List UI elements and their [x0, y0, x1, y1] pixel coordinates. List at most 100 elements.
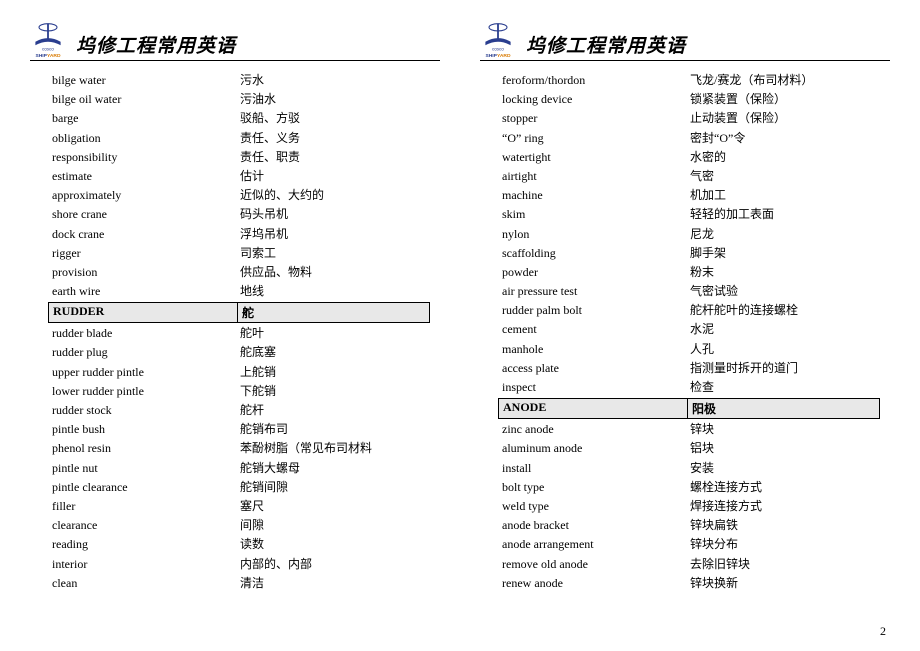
svg-text:SHIPYARD: SHIPYARD [485, 53, 511, 58]
term-cn: 安装 [686, 459, 880, 478]
term-cn: 锌块 [686, 420, 880, 439]
term-en: weld type [498, 497, 686, 516]
term-cn: 锌块扁铁 [686, 516, 880, 535]
table-row: anode arrangement锌块分布 [498, 535, 880, 554]
term-cn: 供应品、物料 [236, 263, 430, 282]
term-en: rudder plug [48, 343, 236, 362]
left-rows1: bilge water污水bilge oil water污油水barge驳船、方… [48, 71, 430, 301]
term-cn: 污水 [236, 71, 430, 90]
table-row: earth wire地线 [48, 282, 430, 301]
table-row: estimate估计 [48, 167, 430, 186]
term-en: obligation [48, 129, 236, 148]
table-row: locking device锁紧装置（保险） [498, 90, 880, 109]
right-title: 坞修工程常用英语 [526, 31, 686, 58]
section-cn: 舵 [238, 303, 429, 322]
table-row: feroform/thordon飞龙/赛龙（布司材料） [498, 71, 880, 90]
term-cn: 读数 [236, 535, 430, 554]
left-header: cosco SHIPYARD 坞修工程常用英语 [30, 20, 440, 61]
term-en: install [498, 459, 686, 478]
term-cn: 责任、职责 [236, 148, 430, 167]
term-cn: 气密 [686, 167, 880, 186]
table-row: pintle bush舵销布司 [48, 420, 430, 439]
table-row: lower rudder pintle下舵销 [48, 382, 430, 401]
table-row: “O” ring密封“O”令 [498, 129, 880, 148]
table-row: remove old anode去除旧锌块 [498, 555, 880, 574]
page-container: cosco SHIPYARD 坞修工程常用英语 bilge water污水bil… [0, 0, 920, 603]
term-cn: 止动装置（保险） [686, 109, 880, 128]
table-row: access plate指测量时拆开的道门 [498, 359, 880, 378]
table-row: bolt type螺栓连接方式 [498, 478, 880, 497]
term-en: skim [498, 205, 686, 224]
term-en: stopper [498, 109, 686, 128]
table-row: cement水泥 [498, 320, 880, 339]
cosco-logo-icon: cosco SHIPYARD [30, 20, 66, 58]
term-cn: 上舵销 [236, 363, 430, 382]
term-cn: 锁紧装置（保险） [686, 90, 880, 109]
table-row: aluminum anode铝块 [498, 439, 880, 458]
term-en: renew anode [498, 574, 686, 593]
table-row: pintle nut舵销大螺母 [48, 459, 430, 478]
table-row: inspect检查 [498, 378, 880, 397]
term-cn: 塞尺 [236, 497, 430, 516]
term-en: cement [498, 320, 686, 339]
section-en: RUDDER [49, 303, 238, 322]
term-cn: 密封“O”令 [686, 129, 880, 148]
term-en: pintle clearance [48, 478, 236, 497]
term-cn: 污油水 [236, 90, 430, 109]
right-header: cosco SHIPYARD 坞修工程常用英语 [480, 20, 890, 61]
term-en: watertight [498, 148, 686, 167]
table-row: pintle clearance舵销间隙 [48, 478, 430, 497]
table-row: responsibility责任、职责 [48, 148, 430, 167]
term-en: clearance [48, 516, 236, 535]
table-row: shore crane码头吊机 [48, 205, 430, 224]
term-en: locking device [498, 90, 686, 109]
term-cn: 码头吊机 [236, 205, 430, 224]
table-row: anode bracket锌块扁铁 [498, 516, 880, 535]
table-row: dock crane浮坞吊机 [48, 225, 430, 244]
term-en: remove old anode [498, 555, 686, 574]
svg-text:SHIPYARD: SHIPYARD [35, 53, 61, 58]
table-row: bilge oil water污油水 [48, 90, 430, 109]
table-row: airtight气密 [498, 167, 880, 186]
term-cn: 责任、义务 [236, 129, 430, 148]
term-en: machine [498, 186, 686, 205]
table-row: rudder palm bolt舵杆舵叶的连接螺栓 [498, 301, 880, 320]
table-row: provision供应品、物料 [48, 263, 430, 282]
left-rows2: rudder blade舵叶rudder plug舵底塞upper rudder… [48, 324, 430, 593]
term-cn: 苯酚树脂（常见布司材料 [236, 439, 430, 458]
term-cn: 清洁 [236, 574, 430, 593]
table-row: upper rudder pintle上舵销 [48, 363, 430, 382]
logo-top-text: cosco [492, 47, 504, 52]
term-en: rudder palm bolt [498, 301, 686, 320]
term-cn: 锌块换新 [686, 574, 880, 593]
term-cn: 舵销间隙 [236, 478, 430, 497]
table-row: scaffolding脚手架 [498, 244, 880, 263]
table-row: rudder stock舵杆 [48, 401, 430, 420]
term-cn: 下舵销 [236, 382, 430, 401]
section-header-anode: ANODE 阳极 [498, 398, 880, 419]
table-row: stopper止动装置（保险） [498, 109, 880, 128]
table-row: filler塞尺 [48, 497, 430, 516]
term-en: interior [48, 555, 236, 574]
term-en: clean [48, 574, 236, 593]
section-header-rudder: RUDDER 舵 [48, 302, 430, 323]
table-row: clean清洁 [48, 574, 430, 593]
table-row: weld type焊接连接方式 [498, 497, 880, 516]
term-cn: 浮坞吊机 [236, 225, 430, 244]
term-en: provision [48, 263, 236, 282]
term-en: rudder stock [48, 401, 236, 420]
table-row: approximately近似的、大约的 [48, 186, 430, 205]
section-cn: 阳极 [688, 399, 879, 418]
term-en: inspect [498, 378, 686, 397]
term-cn: 水泥 [686, 320, 880, 339]
term-cn: 驳船、方驳 [236, 109, 430, 128]
term-cn: 司索工 [236, 244, 430, 263]
term-en: feroform/thordon [498, 71, 686, 90]
table-row: reading读数 [48, 535, 430, 554]
term-en: responsibility [48, 148, 236, 167]
table-row: zinc anode锌块 [498, 420, 880, 439]
term-en: bilge oil water [48, 90, 236, 109]
term-cn: 舵杆 [236, 401, 430, 420]
term-en: lower rudder pintle [48, 382, 236, 401]
term-en: bolt type [498, 478, 686, 497]
